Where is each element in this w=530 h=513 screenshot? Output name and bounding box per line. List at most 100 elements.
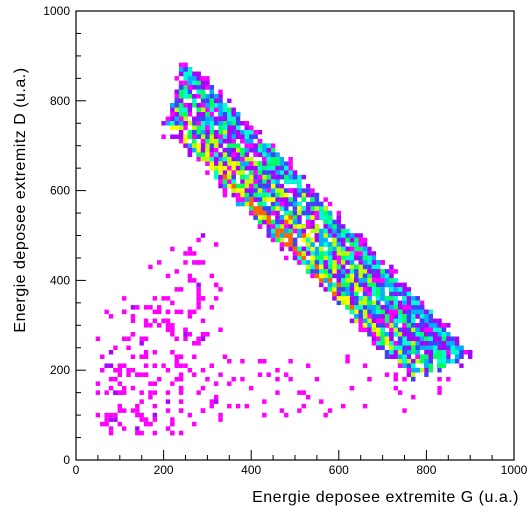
heatmap-cell	[240, 134, 245, 139]
heatmap-cell	[441, 336, 447, 342]
heatmap-cell	[393, 354, 398, 359]
heatmap-cell	[415, 300, 420, 306]
heatmap-cell	[209, 399, 214, 404]
heatmap-cell	[139, 417, 144, 422]
heatmap-cell	[170, 121, 175, 126]
heatmap-cell	[192, 260, 197, 265]
heatmap-cell	[367, 314, 372, 319]
heatmap-cell	[231, 134, 236, 139]
heatmap-cell	[424, 372, 429, 377]
heatmap-cell	[432, 332, 438, 337]
heatmap-cell	[200, 152, 206, 157]
heatmap-cell	[183, 67, 188, 72]
heatmap-cell	[305, 246, 311, 252]
heatmap-cell	[437, 376, 442, 382]
heatmap-cell	[336, 282, 341, 288]
heatmap-cell	[354, 269, 359, 274]
heatmap-cell	[292, 210, 298, 216]
heatmap-cell	[397, 358, 403, 364]
heatmap-cell	[314, 237, 320, 243]
heatmap-cell	[371, 332, 377, 337]
heatmap-cell	[209, 152, 214, 157]
heatmap-cell	[257, 174, 263, 180]
heatmap-cell	[143, 363, 149, 368]
heatmap-cell	[301, 251, 306, 256]
heatmap-cell	[170, 421, 175, 427]
heatmap-cell	[227, 165, 232, 171]
heatmap-cell	[253, 174, 258, 180]
heatmap-cell	[192, 354, 197, 359]
heatmap-cell	[376, 305, 381, 310]
heatmap-cell	[152, 349, 158, 355]
heatmap-cell	[393, 282, 398, 288]
heatmap-cell	[367, 327, 372, 333]
heatmap-cell	[292, 206, 298, 211]
heatmap-cell	[310, 264, 315, 270]
heatmap-cell	[262, 165, 267, 171]
heatmap-cell	[192, 85, 197, 90]
heatmap-cell	[419, 336, 425, 342]
heatmap-cell	[336, 242, 341, 247]
heatmap-cell	[178, 287, 184, 292]
heatmap-cell	[380, 345, 385, 350]
heatmap-cell	[336, 264, 341, 270]
heatmap-cell	[454, 341, 460, 346]
heatmap-cell	[389, 345, 394, 350]
heatmap-cell	[415, 345, 420, 350]
heatmap-cell	[200, 385, 206, 391]
heatmap-cell	[411, 300, 416, 306]
heatmap-cell	[340, 287, 346, 292]
heatmap-cell	[362, 314, 368, 319]
heatmap-cell	[139, 390, 144, 395]
heatmap-cell	[148, 394, 153, 400]
heatmap-cell	[170, 417, 175, 422]
heatmap-cell	[279, 206, 285, 211]
heatmap-cell	[340, 228, 346, 234]
heatmap-cell	[231, 125, 236, 130]
heatmap-cell	[227, 358, 232, 364]
heatmap-cell	[340, 278, 346, 283]
heatmap-cell	[389, 336, 394, 342]
heatmap-cell	[301, 228, 306, 234]
heatmap-cell	[209, 98, 214, 104]
heatmap-cell	[183, 89, 188, 95]
heatmap-cell	[231, 152, 236, 157]
heatmap-cell	[183, 62, 188, 68]
heatmap-cell	[218, 372, 223, 377]
heatmap-cell	[362, 291, 368, 297]
heatmap-cell	[266, 170, 271, 175]
heatmap-cell	[178, 121, 184, 126]
heatmap-cell	[227, 125, 232, 130]
heatmap-cell	[235, 134, 241, 139]
heatmap-cell	[288, 246, 293, 252]
heatmap-cell	[362, 296, 368, 301]
heatmap-cell	[354, 233, 359, 238]
heatmap-cell	[117, 421, 122, 427]
heatmap-cell	[411, 327, 416, 333]
heatmap-cell	[157, 260, 162, 265]
heatmap-cell	[244, 188, 250, 193]
heatmap-cell	[367, 269, 372, 274]
heatmap-cell	[411, 309, 416, 315]
heatmap-cell	[441, 349, 447, 355]
heatmap-cell	[362, 287, 368, 292]
heatmap-cell	[441, 327, 447, 333]
heatmap-cell	[192, 121, 197, 126]
heatmap-cell	[288, 156, 293, 162]
x-tick-label: 0	[73, 463, 80, 477]
heatmap-cell	[327, 251, 333, 256]
heatmap-cell	[376, 296, 381, 301]
heatmap-cell	[178, 129, 184, 135]
heatmap-cell	[406, 327, 412, 333]
heatmap-cell	[209, 147, 214, 153]
heatmap-cell	[257, 358, 263, 364]
heatmap-cell	[257, 188, 263, 193]
heatmap-cell	[257, 147, 263, 153]
heatmap-cell	[402, 332, 407, 337]
heatmap-cell	[174, 309, 179, 315]
heatmap-cell	[135, 408, 140, 413]
heatmap-cell	[367, 255, 372, 261]
heatmap-cell	[148, 390, 153, 395]
heatmap-cell	[213, 165, 219, 171]
heatmap-cell	[113, 367, 118, 373]
